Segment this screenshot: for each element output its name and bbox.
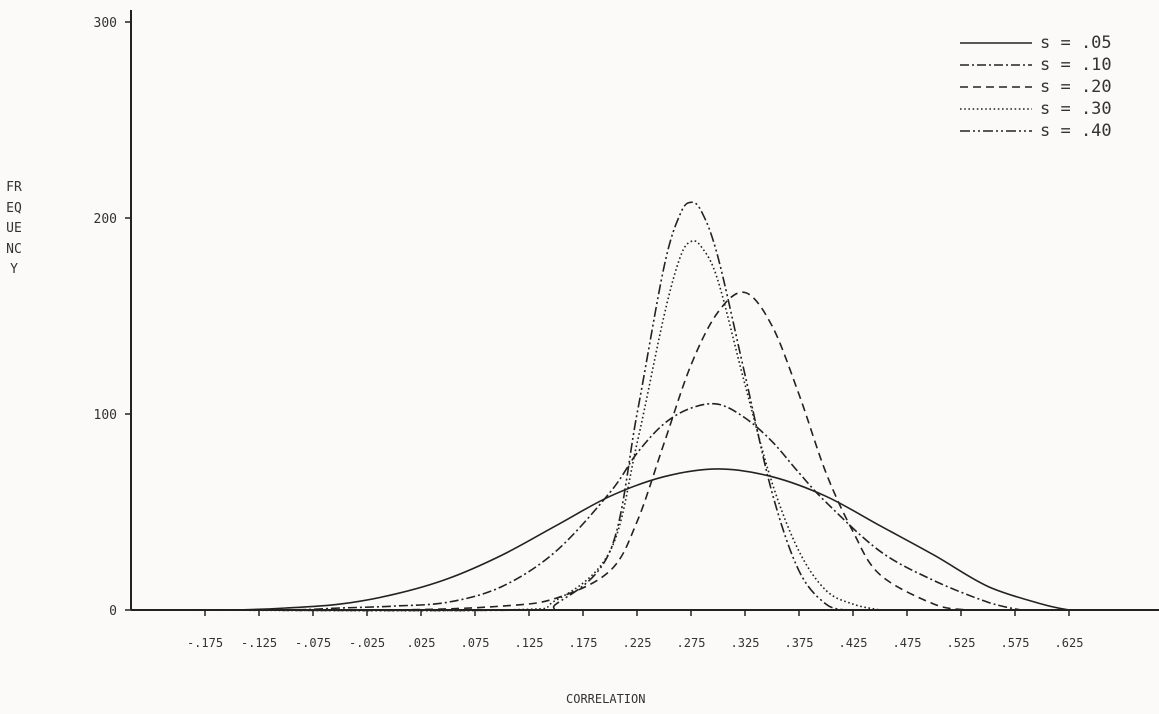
- y-tick-label: 100: [94, 408, 117, 423]
- legend: s = .05s = .10s = .20s = .30s = .40: [960, 33, 1112, 141]
- x-tick-label: .175: [569, 636, 598, 650]
- series-line-3: [177, 291, 967, 612]
- x-ticks: -.175 -.125 -.075 -.025 .025 .075 .125 .175 .225…: [187, 610, 1084, 650]
- series-line-5: [177, 201, 848, 612]
- y-tick-label: 300: [94, 16, 117, 31]
- x-tick-label: .575: [1001, 636, 1030, 650]
- x-tick-label: .025: [407, 636, 436, 650]
- y-tick-label: 0: [109, 604, 117, 619]
- series-line-4: [177, 240, 881, 612]
- series-line-2: [177, 402, 1021, 611]
- y-tick-label: 200: [94, 212, 117, 227]
- y-ticks: 0 100 200 300: [94, 16, 131, 619]
- x-tick-label: -.125: [241, 636, 277, 650]
- legend-label: s = .40: [1040, 121, 1112, 141]
- series-line-1: [177, 468, 1070, 611]
- x-tick-label: .225: [623, 636, 652, 650]
- x-tick-label: -.025: [349, 636, 385, 650]
- x-tick-label: .075: [461, 636, 490, 650]
- axes: [130, 10, 1159, 611]
- x-tick-label: .475: [893, 636, 922, 650]
- x-tick-label: .525: [947, 636, 976, 650]
- x-tick-label: .375: [785, 636, 814, 650]
- y-axis-label: FREQUENCY: [6, 180, 22, 277]
- x-tick-label: .625: [1055, 636, 1084, 650]
- x-tick-label: .325: [731, 636, 760, 650]
- x-tick-label: -.175: [187, 636, 223, 650]
- x-axis-label: CORRELATION: [566, 692, 646, 706]
- x-tick-label: -.075: [295, 636, 331, 650]
- x-tick-label: .125: [515, 636, 544, 650]
- legend-label: s = .30: [1040, 99, 1112, 119]
- legend-label: s = .05: [1040, 33, 1112, 53]
- legend-label: s = .20: [1040, 77, 1112, 97]
- x-tick-label: .275: [677, 636, 706, 650]
- x-tick-label: .425: [839, 636, 868, 650]
- series-lines: [177, 201, 1070, 612]
- legend-label: s = .10: [1040, 55, 1112, 75]
